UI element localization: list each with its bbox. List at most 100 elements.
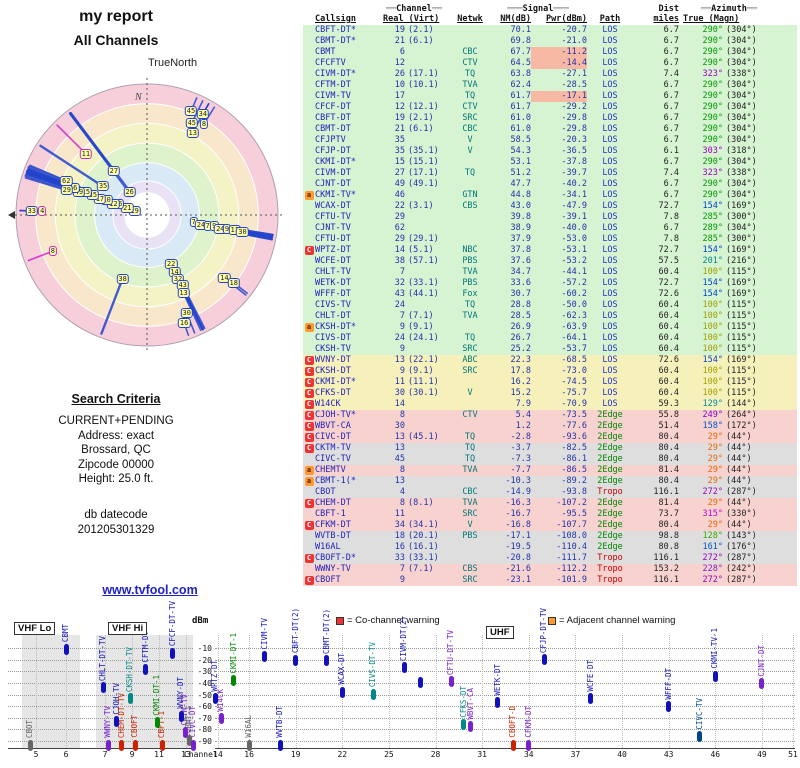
path-cell: 2Edge bbox=[597, 432, 623, 442]
callsign-cell: CHEMTV bbox=[315, 465, 346, 475]
station-marker bbox=[588, 692, 594, 704]
station-marker bbox=[143, 664, 148, 675]
table-group-header: ══Channel══ ═══Signal═══ Dist ══Azimuth═… bbox=[303, 4, 797, 14]
station-label: WFFF-DT bbox=[663, 667, 673, 700]
col-callsign: Callsign bbox=[315, 14, 356, 24]
pwr-cell: -82.5 bbox=[561, 443, 587, 453]
callsign-cell: CBOFT-D* bbox=[315, 553, 356, 563]
network-cell: CBS bbox=[462, 201, 478, 211]
callsign-cell: WCAX-DT bbox=[315, 201, 351, 211]
gridline bbox=[215, 682, 795, 684]
uhf-label: UHF bbox=[486, 626, 514, 639]
callsign-cell: WETK-DT bbox=[315, 278, 351, 288]
azimuth-magn-cell: (115°) bbox=[726, 322, 757, 332]
station-marker bbox=[127, 693, 133, 705]
network-cell: PBS bbox=[462, 531, 478, 541]
callsign-cell: WFFF-DT bbox=[315, 289, 351, 299]
azimuth-magn-cell: (169°) bbox=[726, 245, 757, 255]
path-cell: LOS bbox=[602, 58, 618, 68]
azimuth-magn-cell: (304°) bbox=[726, 113, 757, 123]
real-channel-cell: 9 bbox=[399, 322, 405, 332]
network-cell: TQ bbox=[464, 168, 476, 178]
virtual-channel-cell: (35.1) bbox=[408, 146, 439, 156]
pwr-cell: -40.0 bbox=[561, 223, 587, 233]
gridline bbox=[215, 729, 795, 731]
table-row: WCFE-DT 38 (57.1) PBS 37.6 -53.2 LOS 57.5 201° (2… bbox=[303, 256, 797, 267]
miles-cell: 6.7 bbox=[663, 58, 679, 68]
miles-cell: 80.8 bbox=[658, 542, 679, 552]
table-row: CFJP-DT 35 (35.1) V 54.3 -36.5 LOS 6.1 303° (318°… bbox=[303, 146, 797, 157]
path-cell: 2Edge bbox=[597, 465, 623, 475]
real-channel-cell: 38 bbox=[394, 256, 405, 266]
warning-flag-cell: C bbox=[303, 498, 315, 509]
azimuth-magn-cell: (304°) bbox=[726, 80, 757, 90]
real-channel-cell: 45 bbox=[394, 454, 405, 464]
callsign-cell: CKSH-DT bbox=[315, 366, 351, 376]
channel-tick: 7 bbox=[102, 750, 108, 759]
gridline bbox=[8, 741, 193, 742]
azimuth-magn-cell: (318°) bbox=[726, 146, 757, 156]
station-label: WVTB-DT bbox=[275, 706, 285, 738]
callsign-cell: CBOFT bbox=[315, 575, 341, 585]
real-channel-cell: 18 bbox=[394, 531, 405, 541]
spectrum-chart: VHF Lo VHF Hi UHF dBm = Co-channel warni… bbox=[0, 600, 800, 768]
nm-cell: 61.0 bbox=[510, 124, 531, 134]
adjacent-flag: a bbox=[304, 477, 314, 486]
azimuth-true-cell: 29° bbox=[707, 498, 723, 508]
station-label: CFCF-DT-TV bbox=[167, 600, 177, 647]
warning-flag-cell bbox=[303, 344, 315, 355]
network-cell: V bbox=[467, 146, 473, 156]
cochannel-flag: C bbox=[304, 246, 314, 255]
path-cell: 2Edge bbox=[597, 509, 623, 519]
virtual-channel-cell: (15.1) bbox=[408, 157, 439, 167]
nm-cell: 63.8 bbox=[510, 69, 531, 79]
table-row: CBMT-DT 21 (6.1) CBC 61.0 -29.8 LOS 6.7 290° (304… bbox=[303, 124, 797, 135]
azimuth-magn-cell: (304°) bbox=[726, 135, 757, 145]
azimuth-true-cell: 29° bbox=[707, 476, 723, 486]
path-cell: LOS bbox=[602, 212, 618, 222]
adjacent-legend-text: = Adjacent channel warning bbox=[559, 615, 676, 626]
pwr-cell: -95.5 bbox=[561, 509, 587, 519]
azimuth-magn-cell: (115°) bbox=[726, 311, 757, 321]
path-cell: LOS bbox=[602, 333, 618, 343]
nm-cell: 26.9 bbox=[510, 322, 531, 332]
azimuth-magn-cell: (44°) bbox=[726, 498, 752, 508]
real-channel-cell: 24 bbox=[394, 333, 405, 343]
station-marker bbox=[178, 710, 184, 722]
gridline bbox=[792, 635, 794, 748]
azimuth-magn-cell: (300°) bbox=[726, 212, 757, 222]
real-channel-cell: 15 bbox=[394, 157, 405, 167]
vhf-lo-label: VHF Lo bbox=[14, 622, 56, 635]
azimuth-magn-cell: (115°) bbox=[726, 267, 757, 277]
warning-flag-cell bbox=[303, 487, 315, 498]
azimuth-true-cell: 100° bbox=[702, 344, 723, 354]
callsign-cell: CKSH-DT* bbox=[315, 322, 356, 332]
nm-cell: 15.2 bbox=[510, 388, 531, 398]
gridline bbox=[715, 635, 717, 748]
miles-cell: 6.7 bbox=[663, 190, 679, 200]
network-cell bbox=[451, 234, 489, 245]
criteria-title: Search Criteria bbox=[71, 392, 161, 406]
table-row: CJNT-DT 49 (49.1) 47.7 -40.2 LOS 6.7 290° (304°) bbox=[303, 179, 797, 190]
table-row: CJNT-TV 62 38.9 -40.0 LOS 6.7 289° (304°) bbox=[303, 223, 797, 234]
channel-tick: 14 bbox=[213, 750, 223, 759]
miles-cell: 60.4 bbox=[658, 366, 679, 376]
callsign-cell: CIVS-TV bbox=[315, 300, 351, 310]
path-cell: LOS bbox=[602, 399, 618, 409]
nm-cell: -17.1 bbox=[505, 531, 531, 541]
network-cell: PBS bbox=[462, 278, 478, 288]
pwr-cell: -17.1 bbox=[531, 91, 587, 102]
nm-cell: -7.3 bbox=[510, 454, 531, 464]
virtual-channel-cell: (45.1) bbox=[408, 432, 439, 442]
station-marker bbox=[182, 726, 188, 738]
gridline bbox=[8, 729, 193, 731]
virtual-channel-cell: (2.1) bbox=[408, 25, 434, 35]
azimuth-magn-cell: (304°) bbox=[726, 157, 757, 167]
real-channel-cell: 30 bbox=[394, 421, 405, 431]
path-cell: LOS bbox=[602, 300, 618, 310]
real-channel-cell: 10 bbox=[394, 80, 405, 90]
table-row: CBMT-DT* 21 (6.1) 69.8 -21.0 LOS 6.7 290° (304°) bbox=[303, 36, 797, 47]
network-cell: ABC bbox=[462, 355, 478, 365]
warning-flag-cell bbox=[303, 234, 315, 245]
tvfool-link[interactable]: www.tvfool.com bbox=[102, 583, 198, 597]
